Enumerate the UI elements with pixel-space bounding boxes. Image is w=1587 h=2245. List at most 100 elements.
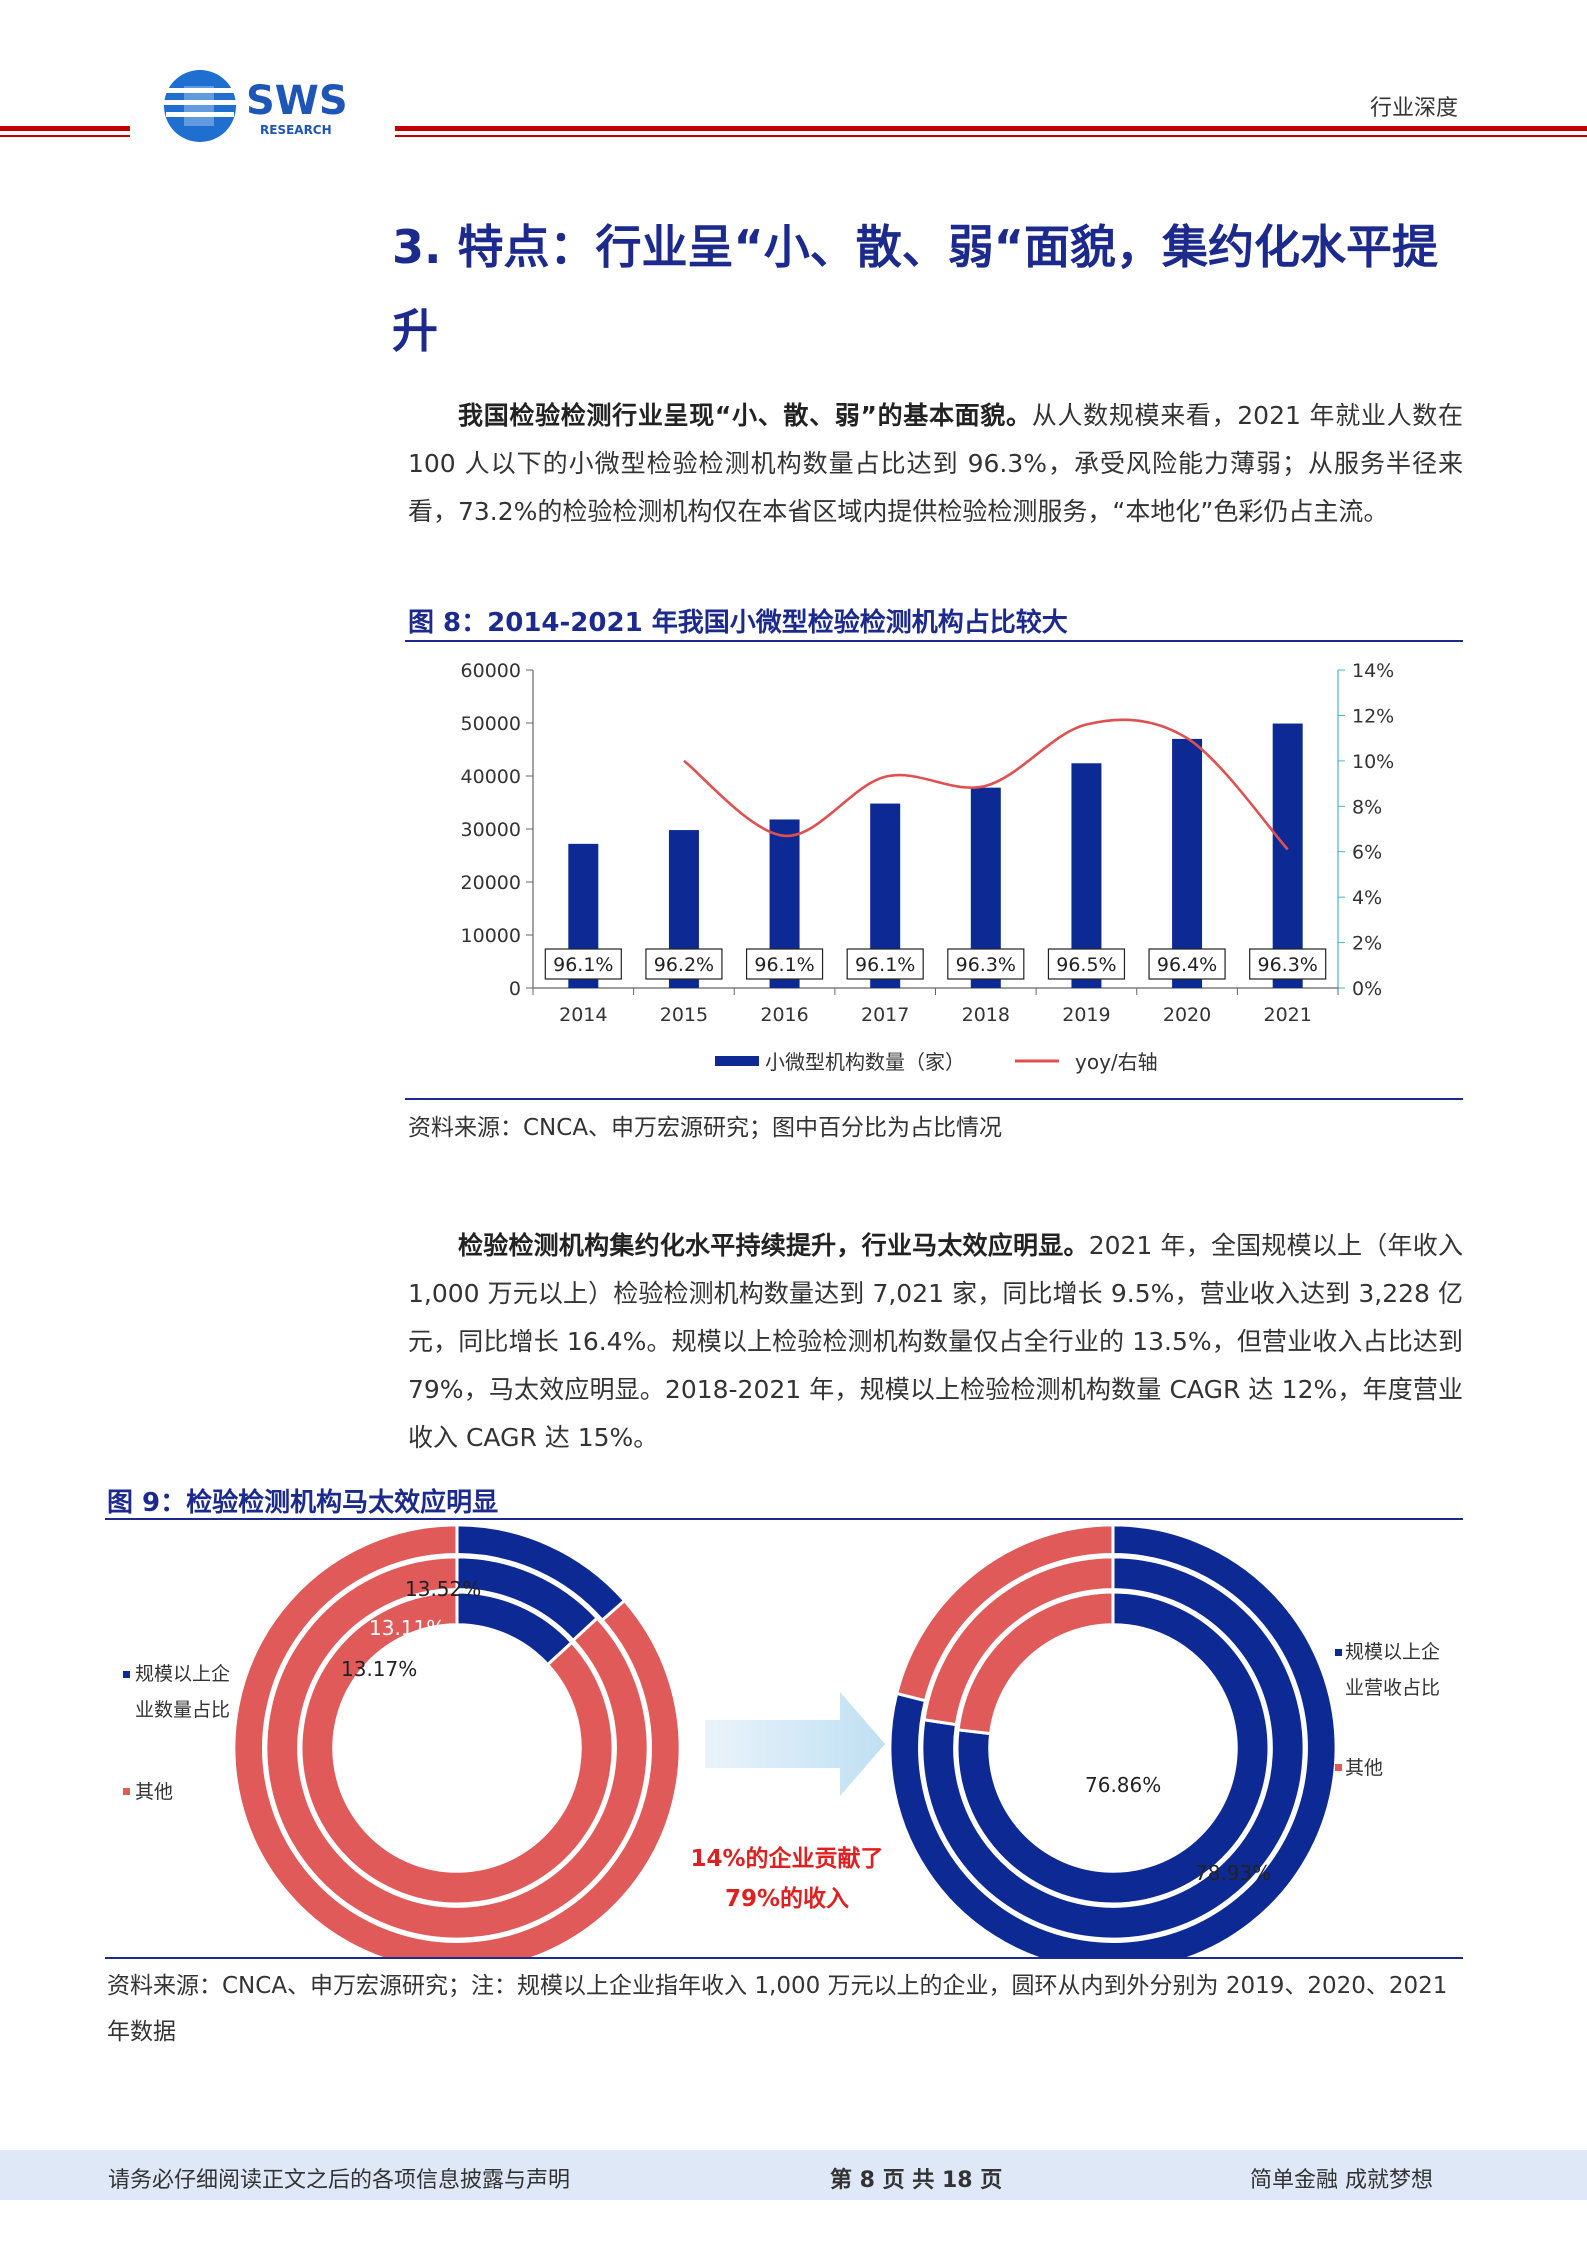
donut-count-share: 13.17% 13.11% 13.52% [232,1523,682,1957]
right-legend-1a: 规模以上企 [1345,1641,1440,1663]
legend-swatch-blue [123,1671,130,1678]
x-tick-label: 2018 [962,1004,1010,1026]
data-label-2016: 96.1% [754,954,814,976]
y2-tick-label: 8% [1352,796,1382,818]
bar-2020 [1172,738,1203,988]
ring-2019-highlight [955,1590,1271,1906]
header-rule-left [0,126,130,148]
left-legend-1b: 业数量占比 [135,1699,230,1721]
chart-axes: 0 10000 20000 30000 40000 50000 60000 0% 2% 4% 6% 8… [461,660,1395,1026]
yoy-line [683,718,1289,851]
data-label-box [947,948,1025,980]
right-legend-2: 其他 [1345,1757,1383,1779]
ring-2021-highlight [888,1523,1338,1957]
data-label-2021: 96.3% [1258,954,1318,976]
ring-2020-other [922,1555,1115,1727]
ring-label-2021: 78.93% [1195,1861,1271,1885]
footer-bar [0,2150,1587,2200]
footer-disclaimer: 请务必仔细阅读正文之后的各项信息披露与声明 [108,2168,571,2193]
x-tick-label: 2021 [1264,1004,1312,1026]
ring-label-2019: 76.86% [1085,1773,1161,1797]
data-label-box [1249,948,1327,980]
logo-sub: RESEARCH [260,123,332,137]
y2-tick-label: 12% [1352,705,1394,727]
figure-9-source: 资料来源：CNCA、申万宏源研究；注：规模以上企业指年收入 1,000 万元以上… [107,1973,1448,2045]
legend-label-line: yoy/右轴 [1075,1050,1158,1074]
left-legend-2: 其他 [135,1781,173,1803]
figure-9-chart: 13.17% 13.11% 13.52% 76.86% 77.36% 78.93% 规模… [123,1523,1440,1957]
section-title: 3. 特点：行业呈“小、散、弱“面貌，集约化水平提升 [392,220,1438,358]
ring-2019-other [299,1590,615,1906]
right-legend: 规模以上企 业营收占比 其他 [1335,1641,1440,1779]
left-legend-1a: 规模以上企 [135,1663,230,1685]
y2-tick-label: 10% [1352,751,1394,773]
ring-2020-other [264,1555,650,1941]
data-label-box [745,948,824,980]
data-label-box [1047,948,1126,980]
chart-legend: 小微型机构数量（家） yoy/右轴 [715,1050,1158,1074]
y-tick-label: 10000 [461,925,521,947]
figure-8-chart: 0 10000 20000 30000 40000 50000 60000 0% 2% 4% 6% 8… [461,660,1395,1074]
x-tick-label: 2019 [1062,1004,1110,1026]
x-tick-label: 2016 [760,1004,808,1026]
paragraph-1-body: 从人数规模来看，2021 年就业人数在 100 人以下的小微型检验检测机构数量占… [408,401,1463,526]
x-tick-label: 2014 [559,1004,607,1026]
ring-2021-other [232,1523,682,1957]
header-rule-right [395,126,1587,148]
bar-2021 [1272,723,1303,988]
x-tick-label: 2017 [861,1004,909,1026]
data-label-2015: 96.2% [654,954,714,976]
ring-2019-other [956,1590,1115,1736]
right-legend-1b: 业营收占比 [1345,1677,1440,1699]
callout-line-2: 79%的收入 [725,1885,849,1912]
report-type: 行业深度 [1370,96,1459,121]
data-label-box [544,948,622,980]
data-label-box [645,948,723,980]
paragraph-1: 我国检验检测行业呈现“小、散、弱”的基本面貌。从人数规模来看，2021 年就业人… [408,392,1463,536]
figure-8-bottom-rule [405,1098,1463,1100]
data-label-2020: 96.4% [1157,954,1217,976]
chart-bars [568,723,1303,988]
data-label-box [846,948,924,980]
y2-tick-label: 14% [1352,660,1394,682]
y-tick-label: 40000 [461,766,521,788]
data-label-2014: 96.1% [553,954,613,976]
data-label-box [1148,948,1226,980]
footer-slogan: 简单金融 成就梦想 [1250,2168,1433,2193]
ring-label-2019: 13.17% [341,1657,417,1681]
callout-line-1: 14%的企业贡献了 [690,1845,883,1872]
figure-9-rule [105,1518,1463,1520]
figure-8-title: 图 8：2014-2021 年我国小微型检验检测机构占比较大 [408,608,1068,638]
chart-yoy-line [683,718,1289,851]
footer-page-number: 第 8 页 共 18 页 [830,2168,1003,2193]
ring-label-2020: 13.11% [369,1616,445,1640]
ring-2021-other [894,1523,1115,1703]
left-legend: 规模以上企 业数量占比 其他 [123,1663,230,1803]
paragraph-2: 检验检测机构集约化水平持续提升，行业马太效应明显。2021 年，全国规模以上（年… [408,1222,1463,1462]
donut-revenue-share: 76.86% 77.36% 78.93% [888,1523,1338,1957]
legend-swatch-blue [1335,1649,1342,1656]
data-label-2019: 96.5% [1056,954,1116,976]
x-tick-label: 2020 [1163,1004,1211,1026]
data-label-2018: 96.3% [956,954,1016,976]
legend-label-bars: 小微型机构数量（家） [765,1050,965,1074]
paragraph-1-lead: 我国检验检测行业呈现“小、散、弱”的基本面貌。 [458,401,1032,430]
paragraph-2-lead: 检验检测机构集约化水平持续提升，行业马太效应明显。 [458,1231,1089,1260]
y2-tick-label: 6% [1352,842,1382,864]
data-label-2017: 96.1% [855,954,915,976]
y-tick-label: 50000 [461,713,521,735]
figure-9-title: 图 9：检验检测机构马太效应明显 [107,1488,499,1518]
y-tick-label: 20000 [461,872,521,894]
y-tick-label: 60000 [461,660,521,682]
y-tick-label: 30000 [461,819,521,841]
sws-logo: SWS RESEARCH [160,62,380,146]
figure-8-rule [405,640,1463,642]
y2-tick-label: 4% [1352,887,1382,909]
legend-swatch-red [123,1788,130,1795]
arrow-shape [705,1692,885,1796]
paragraph-2-body: 2021 年，全国规模以上（年收入 1,000 万元以上）检验检测机构数量达到 … [408,1231,1463,1452]
logo-text: SWS [246,78,348,124]
y2-tick-label: 0% [1352,978,1382,1000]
x-tick-label: 2015 [660,1004,708,1026]
ring-label-2021: 13.52% [405,1577,481,1601]
